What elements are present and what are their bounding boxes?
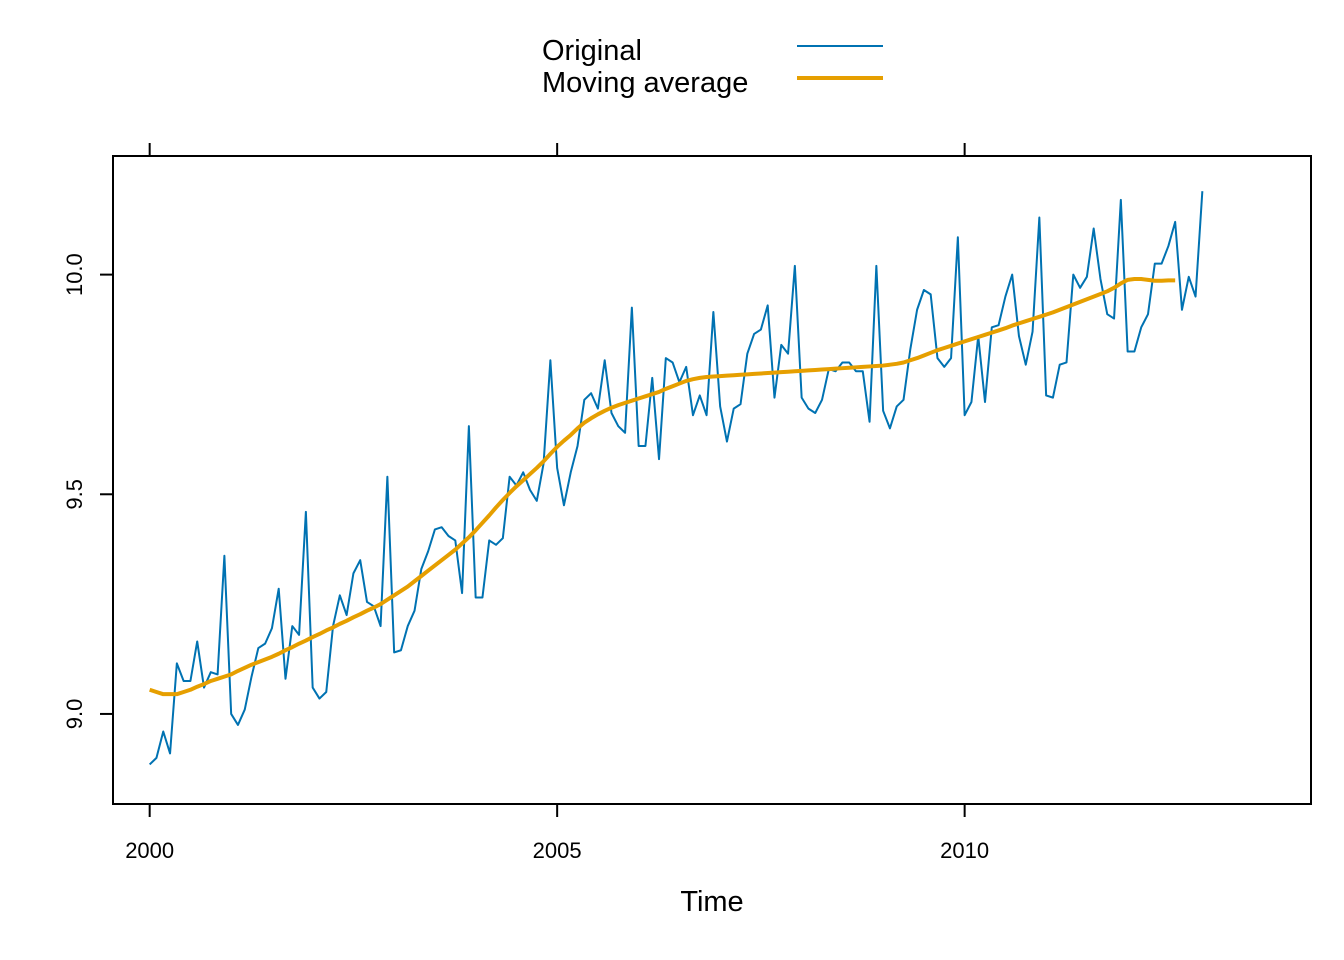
x-axis-title: Time xyxy=(680,886,743,918)
legend-label-moving-average: Moving average xyxy=(542,67,748,99)
x-tick-label: 2000 xyxy=(125,838,174,863)
series-line-original xyxy=(148,191,1204,766)
y-tick-label: 9.5 xyxy=(62,479,87,510)
x-tick-label: 2010 xyxy=(940,838,989,863)
y-axis: 9.0 9.5 10.0 xyxy=(62,253,113,729)
legend-label-original: Original xyxy=(542,35,642,67)
plot-frame xyxy=(112,155,1312,805)
y-tick-label: 9.0 xyxy=(62,699,87,730)
x-axis: 2000 2005 2010 xyxy=(125,143,989,863)
series-line-moving-average xyxy=(149,277,1176,697)
x-tick-label: 2005 xyxy=(533,838,582,863)
y-tick-label: 10.0 xyxy=(62,253,87,296)
legend: Original Moving average xyxy=(542,35,883,99)
